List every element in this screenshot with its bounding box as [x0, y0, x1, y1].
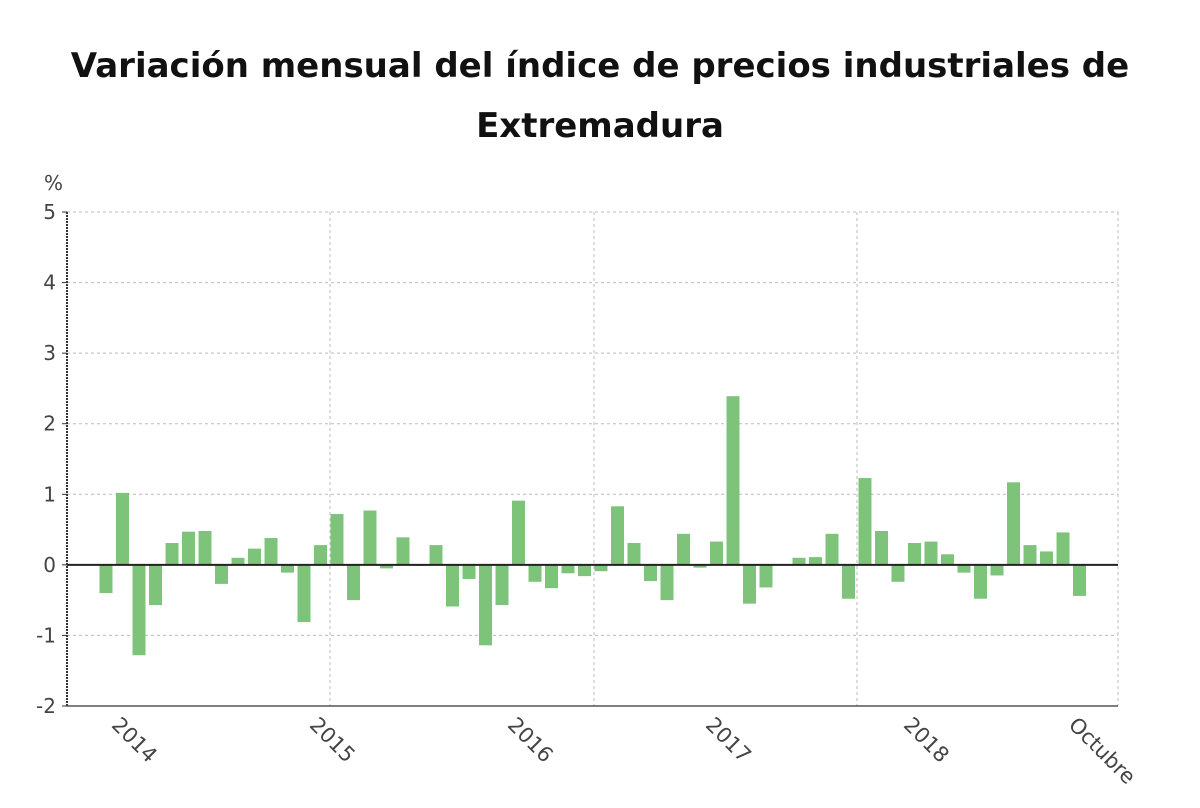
y-tick-label: 5 — [43, 200, 56, 224]
bar — [792, 557, 806, 565]
bar — [429, 545, 443, 565]
bar — [363, 510, 377, 565]
bar — [957, 564, 971, 573]
bar — [479, 564, 492, 646]
bar — [380, 564, 393, 569]
bar — [528, 564, 542, 582]
bar — [149, 564, 162, 606]
x-tick-label: 2014 — [107, 713, 162, 768]
y-tick-label: -2 — [36, 694, 56, 718]
bar — [314, 545, 327, 565]
bar — [809, 557, 822, 565]
bar — [330, 514, 344, 565]
bar — [116, 492, 129, 565]
bar — [1007, 482, 1020, 565]
y-tick-label: 3 — [43, 341, 56, 365]
bar — [1073, 564, 1086, 596]
y-tick-label: 2 — [43, 412, 56, 436]
bar — [264, 538, 278, 565]
y-tick-label: 1 — [43, 482, 56, 506]
bar — [1023, 545, 1037, 565]
bar — [693, 564, 707, 568]
bar — [924, 541, 938, 565]
chart-title: Variación mensual del índice de precios … — [70, 46, 1130, 146]
bar — [347, 564, 360, 601]
bar — [644, 564, 657, 582]
bar — [677, 533, 690, 565]
bar — [198, 530, 212, 565]
bar — [495, 564, 509, 606]
bar — [908, 542, 921, 565]
bar — [842, 564, 855, 599]
bar — [578, 564, 591, 577]
bar — [446, 564, 459, 607]
bar — [759, 564, 773, 588]
bar — [941, 554, 954, 565]
bar — [561, 564, 575, 574]
bar — [396, 537, 410, 565]
bar — [297, 564, 311, 623]
bar — [248, 548, 261, 565]
bar — [281, 564, 294, 573]
bar — [710, 541, 723, 565]
bar — [858, 478, 872, 565]
bar — [743, 564, 756, 604]
bar — [627, 542, 641, 565]
x-tick-label: 2017 — [701, 713, 756, 768]
bar — [215, 564, 228, 584]
bar — [875, 530, 888, 565]
bar — [182, 531, 195, 565]
y-tick-label: 0 — [43, 553, 56, 577]
bar — [132, 564, 146, 656]
bar — [231, 557, 245, 565]
bar — [660, 564, 674, 601]
x-tick-label: 2016 — [503, 713, 558, 768]
bar — [726, 396, 740, 565]
bar — [611, 506, 624, 565]
bar — [545, 564, 558, 589]
bar — [1056, 532, 1070, 565]
bar — [1040, 551, 1053, 565]
x-tick-label: 2018 — [899, 713, 954, 768]
y-axis-label: % — [44, 171, 63, 195]
bar — [990, 564, 1004, 576]
bar — [462, 564, 476, 579]
y-tick-label: 4 — [43, 271, 56, 295]
bar — [594, 564, 608, 572]
bar — [974, 564, 987, 599]
x-tick-label: 2015 — [305, 713, 360, 768]
bar — [99, 564, 113, 594]
bar — [165, 542, 179, 565]
y-tick-label: -1 — [36, 623, 56, 647]
bar — [512, 500, 525, 565]
bar — [825, 533, 839, 565]
bar — [891, 564, 905, 582]
x-tick-label: Octubre — [1064, 713, 1140, 789]
